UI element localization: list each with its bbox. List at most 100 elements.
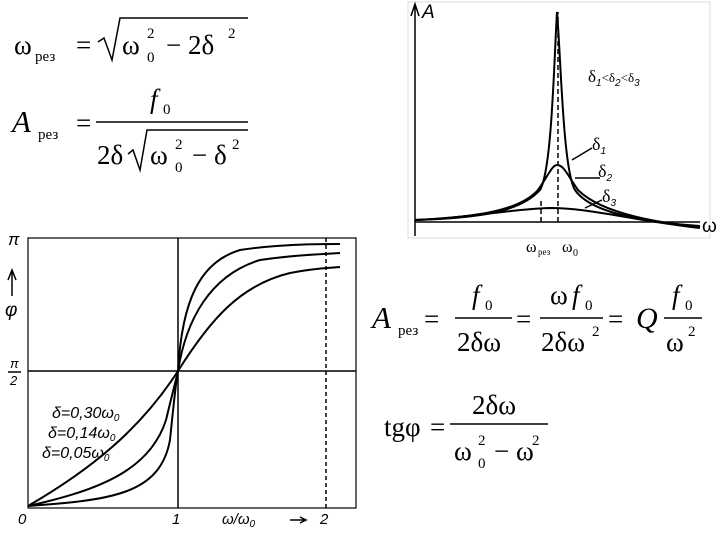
- text: δ=0,05ω: [42, 445, 104, 462]
- symbol: Q: [636, 302, 658, 335]
- sub: 1: [600, 146, 606, 157]
- x-axis-label: ω/ω0: [222, 511, 256, 530]
- sub: 0: [114, 413, 120, 424]
- curve: [27, 243, 341, 507]
- curve-label: δ=0,30ω0: [52, 405, 120, 424]
- resonance-plot: A ω ω рез ω 0 δ1<δ2<δ3 δ1 δ2 δ3: [407, 1, 717, 259]
- numerator: f: [572, 280, 583, 310]
- superscript: 2: [147, 26, 155, 42]
- text: δ: [592, 134, 600, 154]
- symbol: ω: [122, 30, 140, 60]
- subscript: рез: [38, 127, 58, 143]
- numerator: ω: [550, 280, 568, 310]
- frame: [407, 1, 711, 239]
- x-tick-label: 1: [172, 511, 180, 528]
- formula-resonance-amplitude: A рез = f 0 2δ ω 2 0 − δ 2: [10, 84, 248, 176]
- curve: [27, 266, 341, 507]
- symbol: tgφ: [384, 412, 421, 442]
- tick-label-sub: рез: [538, 247, 551, 257]
- equals: =: [76, 30, 91, 60]
- sub: 3: [610, 198, 616, 209]
- term: − 2δ: [166, 30, 214, 60]
- text: ω/ω: [222, 511, 250, 528]
- superscript: 2: [232, 137, 240, 153]
- subscript: 0: [485, 298, 493, 314]
- numerator: 2δω: [472, 390, 516, 420]
- sub: 3: [634, 78, 640, 89]
- subscript: 0: [163, 102, 171, 118]
- curve-label: δ3: [602, 186, 616, 209]
- text: δ=0,30ω: [52, 405, 114, 422]
- x-axis-label: ω: [702, 216, 717, 237]
- y-axis-label: A: [421, 2, 435, 23]
- subscript: 0: [147, 50, 155, 66]
- superscript: 2: [532, 433, 540, 449]
- y-axis: [410, 1, 420, 236]
- equals: =: [76, 108, 91, 138]
- subscript: 0: [478, 456, 486, 472]
- sub: 1: [596, 78, 602, 89]
- guide-line: [540, 12, 559, 222]
- tick-label-sub: 0: [573, 248, 578, 259]
- tick-label: ω: [562, 239, 573, 256]
- radical: [127, 129, 248, 173]
- text: <δ: [621, 70, 634, 85]
- numerator: f: [672, 280, 683, 310]
- axis-arrow: [290, 516, 308, 524]
- symbol: A: [10, 104, 32, 139]
- formula-phase: tgφ = 2δω ω 2 0 − ω 2: [384, 390, 548, 472]
- leader: [571, 147, 603, 209]
- x-tick-label: 0: [18, 511, 27, 528]
- term: − δ: [192, 140, 227, 170]
- x-tick-label: 2: [319, 511, 329, 528]
- numerator: f: [472, 280, 483, 310]
- sub: 2: [614, 78, 621, 89]
- curve-label: δ1: [592, 134, 606, 157]
- radical: [97, 17, 248, 63]
- text: <δ: [602, 70, 615, 85]
- y-tick-label: π: [10, 356, 19, 371]
- denominator: 2δω: [457, 327, 501, 357]
- curve-label: δ=0,05ω0: [42, 445, 110, 464]
- term: − ω: [494, 436, 534, 466]
- curve: [27, 252, 341, 507]
- sub: 0: [104, 453, 110, 464]
- curve: [414, 163, 701, 228]
- symbol: A: [370, 300, 392, 335]
- equals: =: [430, 412, 445, 442]
- curve: [414, 206, 701, 229]
- denominator: ω: [666, 327, 684, 357]
- superscript: 2: [688, 324, 696, 340]
- subscript: рез: [35, 49, 55, 65]
- phase-plot: π φ π 2 0 1 2 ω/ω0 δ=0,30ω0 δ=0,14ω0 δ=0…: [5, 230, 357, 530]
- sub: 0: [250, 519, 256, 530]
- formula-amplitude-quality: A рез = f 0 2δω = ω f 0 2δω 2 = Q f 0 ω …: [370, 280, 702, 357]
- text: δ=0,14ω: [48, 425, 110, 442]
- sub: 0: [110, 433, 116, 444]
- denominator: 2δω: [541, 327, 585, 357]
- curve-label: δ=0,14ω0: [48, 425, 116, 444]
- text: δ: [602, 186, 610, 206]
- y-tick-label: 2: [9, 373, 18, 388]
- tick-label: ω: [526, 239, 537, 256]
- superscript: 2: [478, 433, 486, 449]
- curve-label: δ2: [598, 161, 612, 184]
- subscript: 0: [175, 160, 183, 176]
- symbol: ω: [454, 436, 472, 466]
- superscript: 2: [228, 26, 236, 42]
- subscript: 0: [685, 298, 693, 314]
- text: δ: [588, 67, 596, 86]
- subscript: рез: [398, 323, 418, 339]
- y-axis-label: φ: [5, 300, 17, 321]
- symbol: ω: [14, 30, 32, 60]
- superscript: 2: [592, 324, 600, 340]
- superscript: 2: [175, 137, 183, 153]
- frame: [27, 237, 357, 509]
- numerator: f: [150, 84, 161, 114]
- term: 2δ: [97, 140, 123, 170]
- equals: =: [608, 304, 623, 334]
- text: δ: [598, 161, 606, 181]
- equals: =: [424, 304, 439, 334]
- order-note: δ1<δ2<δ3: [588, 67, 640, 89]
